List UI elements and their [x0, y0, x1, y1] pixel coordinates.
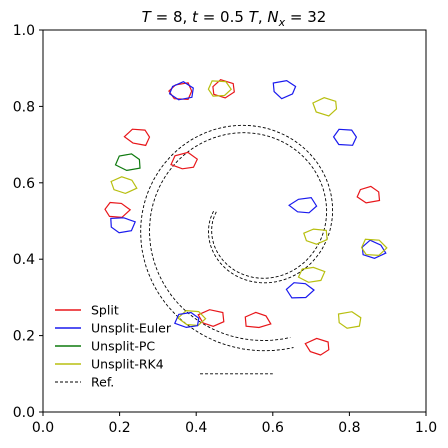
- legend-label-unsplit-rk4: Unsplit-RK4: [91, 357, 164, 372]
- marker-split: [168, 82, 193, 101]
- x-tick-label: 1.0: [415, 420, 437, 436]
- marker-unsplit-rk4: [337, 311, 362, 329]
- legend-label-ref-: Ref.: [91, 375, 114, 390]
- marker-unsplit-euler: [272, 79, 297, 100]
- y-tick-label: 1.0: [13, 23, 35, 39]
- marker-split: [304, 337, 330, 356]
- marker-unsplit-euler: [168, 81, 194, 101]
- marker-split: [244, 311, 272, 329]
- y-tick-label: 0.6: [13, 176, 35, 192]
- marker-unsplit-rk4: [110, 176, 138, 195]
- legend: Split Unsplit-Euler Unsplit-PC Unsplit-RK4 R…: [55, 303, 172, 390]
- x-tick-label: 0.8: [338, 420, 360, 436]
- plot-area: [104, 79, 388, 375]
- marker-split: [197, 309, 225, 327]
- x-tick-label: 0.4: [185, 420, 207, 436]
- marker-unsplit-euler: [110, 217, 137, 234]
- chart-title: T = 8, t = 0.5 T, Nx = 32: [142, 8, 327, 29]
- legend-label-split: Split: [91, 303, 119, 318]
- marker-split: [123, 128, 151, 147]
- x-tick-label: 0.0: [32, 420, 54, 436]
- marker-unsplit-euler: [332, 128, 358, 146]
- marker-unsplit-rk4: [297, 266, 326, 283]
- x-tick-label: 0.6: [262, 420, 284, 436]
- marker-unsplit-rk4: [303, 228, 328, 245]
- marker-unsplit-rk4: [207, 80, 232, 97]
- plot-frame: [42, 29, 427, 413]
- y-tick-label: 0.0: [13, 405, 35, 421]
- reference-curve-outer: [140, 124, 334, 352]
- marker-unsplit-rk4: [312, 97, 338, 117]
- y-tick-label: 0.4: [13, 252, 35, 268]
- marker-split: [170, 151, 199, 170]
- marker-unsplit-pc: [114, 153, 141, 172]
- marker-split: [356, 185, 381, 204]
- marker-unsplit-euler: [173, 311, 200, 329]
- x-tick-label: 0.2: [108, 420, 130, 436]
- y-tick-label: 0.8: [13, 99, 35, 115]
- reference-curve-inner: [149, 132, 328, 341]
- y-tick-label: 0.2: [13, 329, 35, 345]
- axes: 0.0 0.2 0.4 0.6 0.8 1.0 0.0 0.2 0.4 0.6 0.8 1.0: [13, 23, 437, 436]
- marker-unsplit-rk4: [360, 238, 388, 257]
- marker-unsplit-euler: [288, 196, 318, 214]
- marker-unsplit-euler: [285, 282, 315, 299]
- legend-label-unsplit-pc: Unsplit-PC: [91, 339, 155, 354]
- legend-label-unsplit-euler: Unsplit-Euler: [91, 321, 172, 336]
- marker-split: [212, 79, 235, 99]
